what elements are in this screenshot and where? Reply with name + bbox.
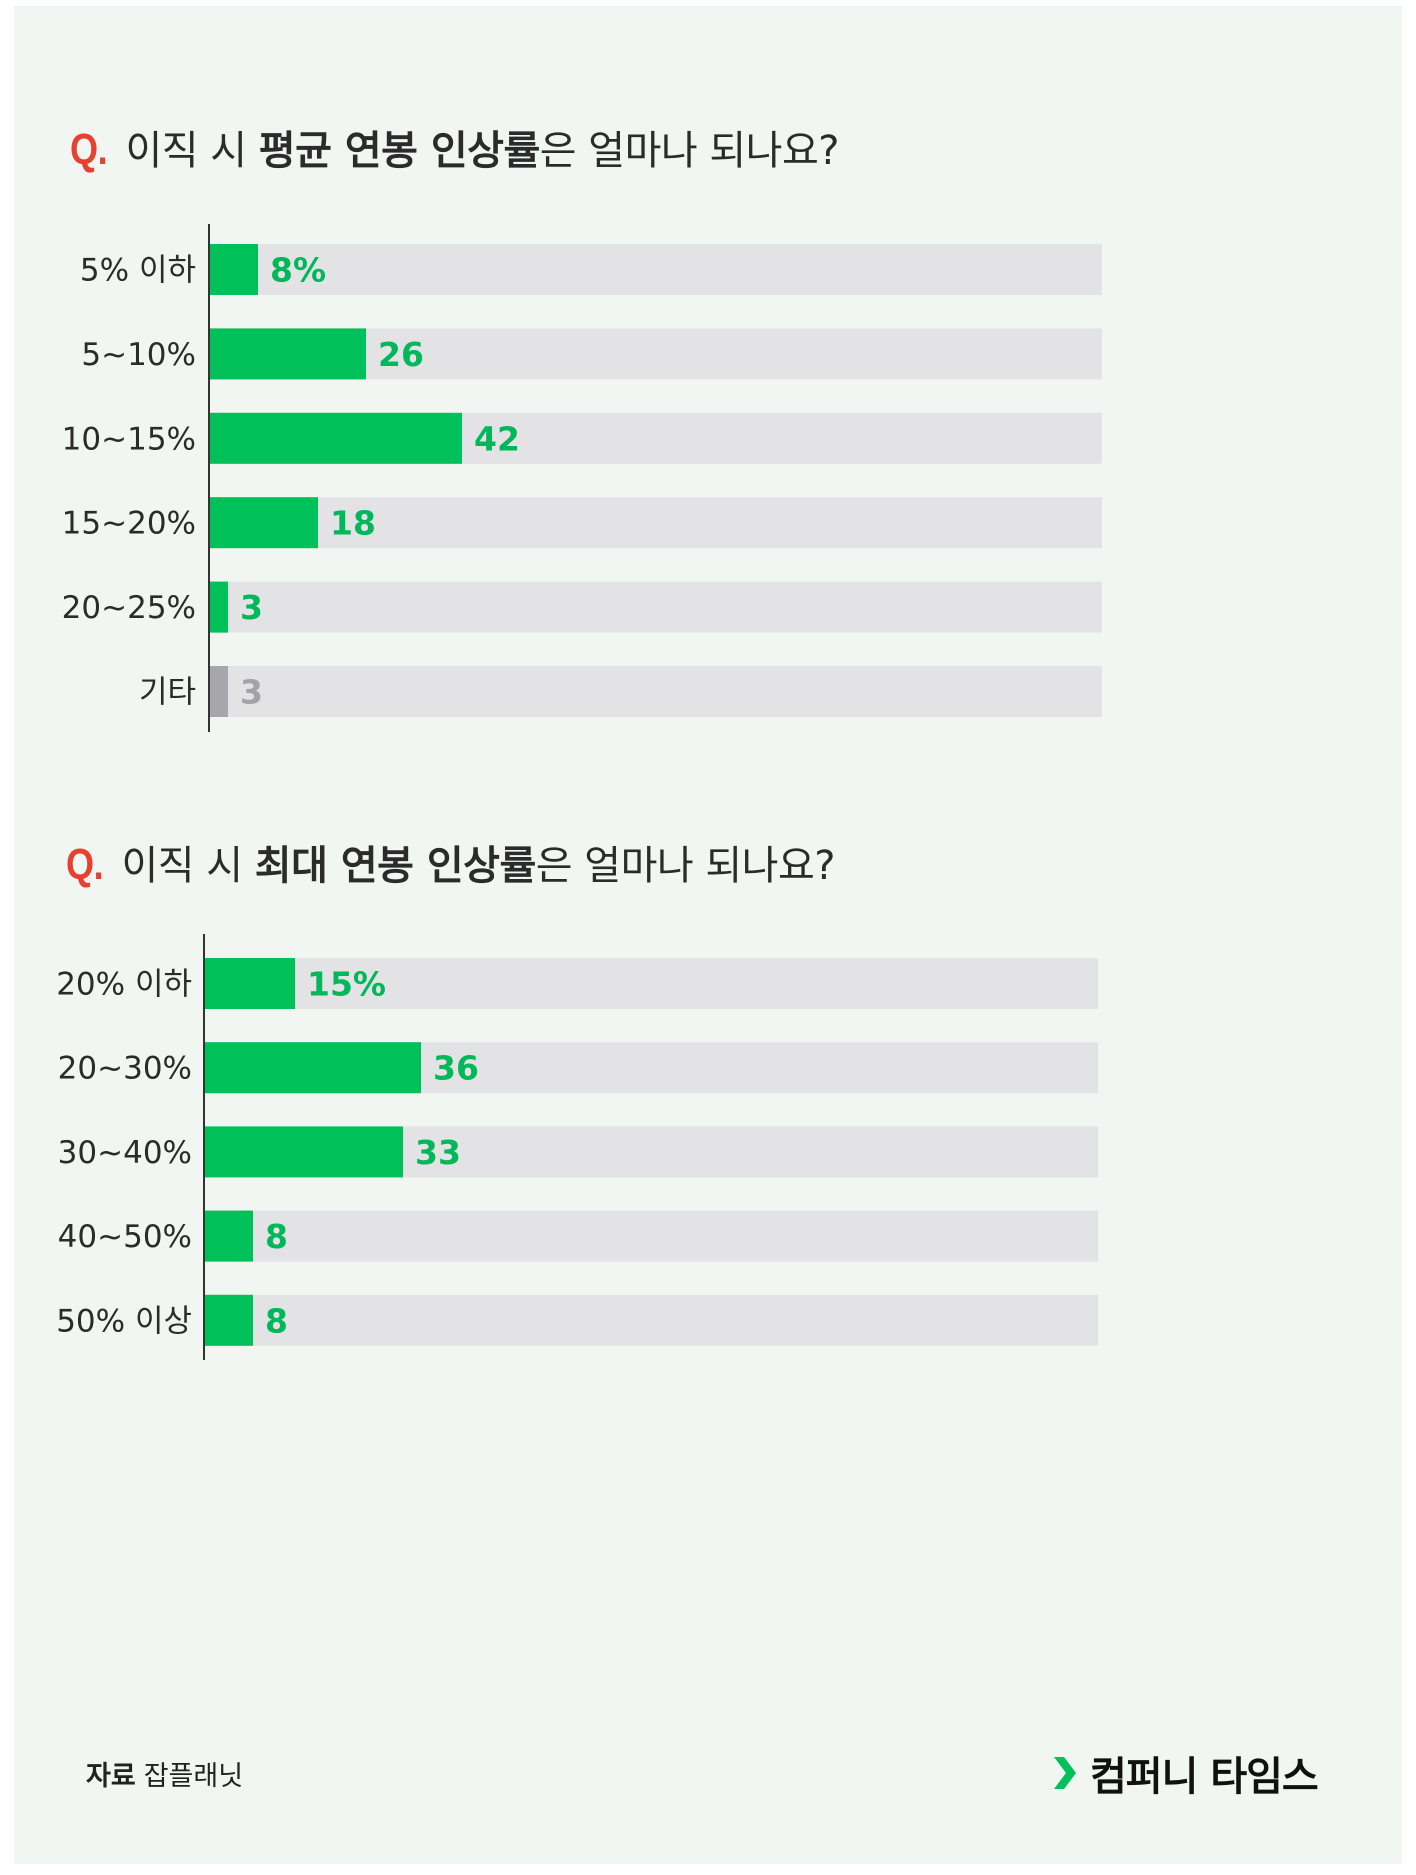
brand-name: 컴퍼니 타임스 — [1090, 1754, 1319, 1800]
bar — [205, 958, 295, 1009]
bar — [210, 244, 258, 295]
data-label: 36 — [433, 1049, 479, 1088]
category-label: 30~40% — [58, 1135, 192, 1171]
bar-track — [205, 1210, 1098, 1262]
source-note: 자료 잡플래닛 — [86, 1754, 243, 1793]
question-2-title: Q. 이직 시 최대 연봉 인상률은 얼마나 되나요? — [66, 833, 836, 891]
bar — [205, 1294, 253, 1346]
data-label: 33 — [415, 1133, 461, 1172]
bar — [210, 497, 318, 549]
source-label: 자료 — [86, 1761, 136, 1792]
chevron-right-icon — [1054, 1757, 1076, 1789]
category-label: 기타 — [139, 675, 196, 711]
bar-track — [210, 497, 1102, 549]
max-raise-chart: 20% 이하 15% 20~30% 36 30~40% 33 40~50% 8 50% 이상 8 — [56, 934, 1098, 1360]
bar — [210, 581, 228, 633]
question-1-title: Q. 이직 시 평균 연봉 인상률은 얼마나 되나요? — [70, 118, 840, 176]
category-label: 20~25% — [62, 590, 196, 626]
bar-track — [210, 666, 1102, 717]
data-label: 26 — [378, 335, 424, 374]
data-label: 3 — [240, 673, 263, 712]
category-label: 5% 이하 — [80, 253, 196, 289]
data-label: 15% — [307, 965, 386, 1004]
source-value: 잡플래닛 — [143, 1761, 244, 1792]
bar — [210, 666, 228, 717]
question-1-mark: Q. — [70, 125, 108, 174]
question-1-text-bold: 평균 연봉 인상률 — [258, 128, 540, 174]
bar-track — [205, 1294, 1098, 1346]
question-1-text-pre: 이직 시 — [125, 128, 259, 174]
category-label: 5~10% — [81, 337, 196, 373]
category-label: 15~20% — [62, 506, 196, 542]
bar-track — [205, 958, 1098, 1009]
question-2-text-post: 은 얼마나 되나요? — [535, 843, 836, 889]
category-label: 10~15% — [62, 421, 196, 457]
infographic-card: Q. 이직 시 평균 연봉 인상률은 얼마나 되나요? Q. 이직 시 최대 연봉 … — [14, 6, 1402, 1864]
data-label: 8 — [265, 1217, 288, 1256]
category-label: 20~30% — [58, 1051, 192, 1087]
bar — [205, 1210, 253, 1262]
question-2-mark: Q. — [66, 840, 104, 889]
bar — [205, 1126, 403, 1178]
data-label: 8 — [265, 1301, 288, 1340]
bar-track — [210, 581, 1102, 633]
bar-track — [210, 244, 1102, 295]
bar — [205, 1042, 421, 1094]
category-label: 20% 이하 — [56, 967, 192, 1003]
question-2-text-pre: 이직 시 — [121, 843, 255, 889]
bar — [210, 412, 462, 464]
question-1-text-post: 은 얼마나 되나요? — [539, 128, 840, 174]
data-label: 8% — [270, 251, 326, 290]
question-2-text-bold: 최대 연봉 인상률 — [254, 843, 536, 889]
bar — [210, 328, 366, 380]
data-label: 42 — [474, 419, 520, 458]
category-label: 40~50% — [58, 1219, 192, 1255]
average-raise-chart: 5% 이하 8% 5~10% 26 10~15% 42 15~20% 18 20~25% 3 기타 3 — [62, 224, 1102, 732]
data-label: 3 — [240, 588, 263, 627]
data-label: 18 — [330, 504, 376, 543]
category-label: 50% 이상 — [56, 1303, 192, 1339]
brand-logo: 컴퍼니 타임스 — [1050, 1744, 1319, 1802]
